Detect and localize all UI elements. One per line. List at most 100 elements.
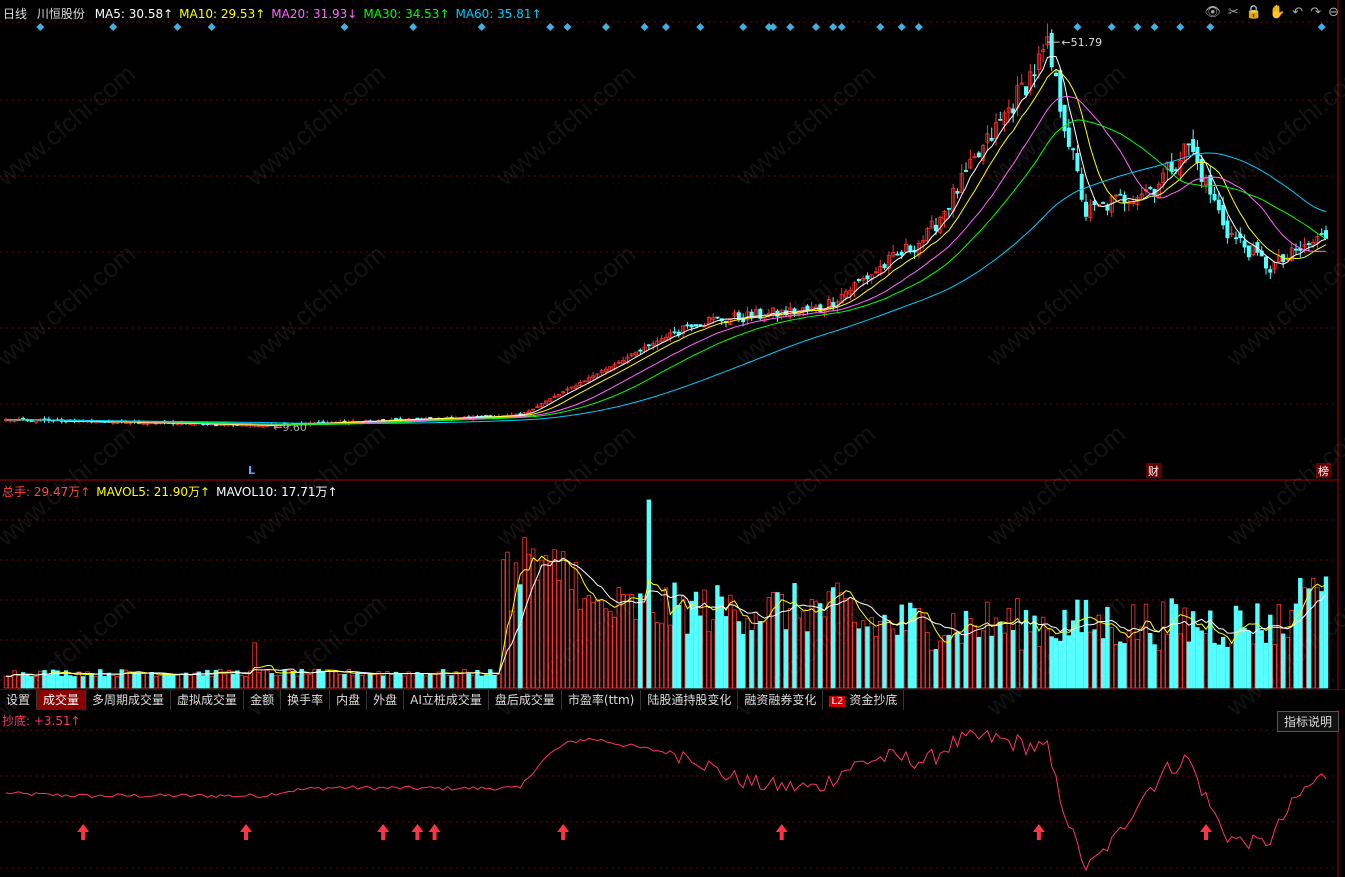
ma30-line — [5, 119, 1327, 425]
volume-bar — [1182, 607, 1187, 689]
volume-bar — [453, 671, 459, 689]
volume-bar — [942, 635, 947, 689]
volume-bar — [1212, 642, 1217, 689]
volume-bar — [732, 609, 737, 689]
volume-bar — [1238, 610, 1243, 689]
hand-icon[interactable]: ✋ — [1269, 5, 1286, 20]
signal-diamond — [876, 23, 885, 31]
ma10-line — [5, 68, 1327, 426]
volume-bar — [128, 671, 133, 689]
volume-bar — [1045, 629, 1050, 689]
tab-2[interactable]: 多周期成交量 — [86, 690, 172, 710]
minus-icon[interactable]: ⊖ — [1328, 5, 1339, 20]
volume-bar — [762, 621, 767, 689]
candle-body — [582, 380, 587, 383]
volume-bar — [616, 587, 622, 689]
tab-11[interactable]: 陆股通持股变化 — [641, 690, 739, 710]
tab-12[interactable]: 融资融券变化 — [738, 690, 824, 710]
chaodi-line — [5, 729, 1327, 872]
candle-body — [826, 299, 831, 311]
volume-bar — [393, 671, 399, 689]
candle-body — [1276, 255, 1281, 263]
mavol5-line — [5, 555, 1327, 677]
scissors-icon[interactable]: ✂ — [1228, 5, 1239, 20]
tab-6[interactable]: 内盘 — [330, 690, 368, 710]
tab-label: 换手率 — [287, 693, 324, 707]
signal-diamond — [207, 23, 216, 31]
tab-3[interactable]: 虚拟成交量 — [171, 690, 245, 710]
volume-bar — [972, 625, 977, 689]
volume-bar — [475, 670, 480, 689]
candle-body — [1058, 70, 1063, 112]
volume-bar — [989, 635, 994, 689]
volume-bar — [590, 602, 596, 689]
tab-7[interactable]: 外盘 — [367, 690, 405, 710]
volume-bar — [723, 616, 729, 689]
volume-bar — [239, 675, 244, 689]
tab-0[interactable]: 设置 — [0, 690, 38, 710]
volume-bar — [1259, 630, 1264, 689]
volume-bar — [385, 671, 390, 689]
badge-bang: 榜 — [1318, 464, 1329, 478]
volume-bar — [1229, 642, 1234, 689]
candle-body — [1088, 204, 1093, 219]
indicator-help-button[interactable]: 指标说明 — [1276, 711, 1339, 732]
volume-bar — [1019, 649, 1024, 689]
tab-10[interactable]: 市盈率(ttm) — [562, 690, 642, 710]
ma-legend-item: MA5: 30.58↑ — [94, 7, 174, 21]
tab-label: 设置 — [6, 693, 31, 707]
volume-bar — [1135, 639, 1140, 689]
signal-diamond — [1176, 23, 1185, 31]
candle-body — [925, 228, 930, 241]
candle-body — [213, 424, 218, 427]
volume-bar — [1092, 629, 1097, 689]
tab-9[interactable]: 盘后成交量 — [489, 690, 562, 710]
volume-bar — [903, 630, 909, 689]
volume-bar — [368, 672, 373, 689]
redo-icon[interactable]: ↷ — [1310, 5, 1322, 20]
candle-body — [569, 386, 574, 389]
volume-bar — [132, 672, 137, 689]
volume-bar — [1302, 587, 1307, 689]
tab-4[interactable]: 金额 — [244, 690, 282, 710]
tab-13[interactable]: L2 资金抄底 — [823, 690, 905, 710]
volume-bar — [68, 675, 73, 689]
tab-8[interactable]: AI立桩成交量 — [404, 690, 489, 710]
candle-body — [788, 307, 793, 318]
candle-body — [976, 152, 981, 158]
lock-icon[interactable]: 🔒 — [1245, 5, 1263, 20]
volume-bar — [119, 669, 124, 689]
volume-bar — [543, 555, 549, 689]
volume-bar — [603, 608, 609, 689]
candle-body — [548, 398, 553, 402]
candle-body — [694, 324, 699, 327]
candle-body — [792, 308, 797, 315]
volume-bar — [389, 673, 394, 689]
ma-legend-item: MA20: 31.93↓ — [271, 7, 358, 21]
volume-bar — [745, 618, 750, 689]
volume-bar — [1250, 643, 1256, 689]
volume-bar — [1225, 646, 1230, 689]
volume-bar — [663, 587, 669, 689]
candle-body — [565, 388, 570, 391]
tab-1[interactable]: 成交量 — [37, 690, 87, 710]
buy-arrow — [1200, 824, 1212, 840]
volume-bar — [415, 671, 420, 689]
volume-legend: 总手: 29.47万↑ MAVOL5: 21.90万↑ MAVOL10: 17.71… — [2, 483, 344, 500]
volume-bar — [822, 616, 827, 689]
candle-body — [1165, 161, 1170, 171]
ma-legend-item: MA30: 34.53↑ — [363, 7, 450, 21]
volume-bar — [758, 621, 763, 689]
candle-body — [1114, 194, 1119, 197]
undo-icon[interactable]: ↶ — [1292, 5, 1304, 20]
buy-arrow — [428, 824, 441, 840]
signal-diamond — [786, 23, 795, 31]
volume-bar — [535, 579, 540, 689]
tab-5[interactable]: 换手率 — [281, 690, 331, 710]
candle-body — [556, 393, 561, 397]
volume-bar — [1006, 607, 1012, 689]
volume-bar — [925, 632, 930, 689]
eye-icon[interactable]: 👁 — [1204, 5, 1221, 20]
buy-arrow — [77, 824, 90, 840]
